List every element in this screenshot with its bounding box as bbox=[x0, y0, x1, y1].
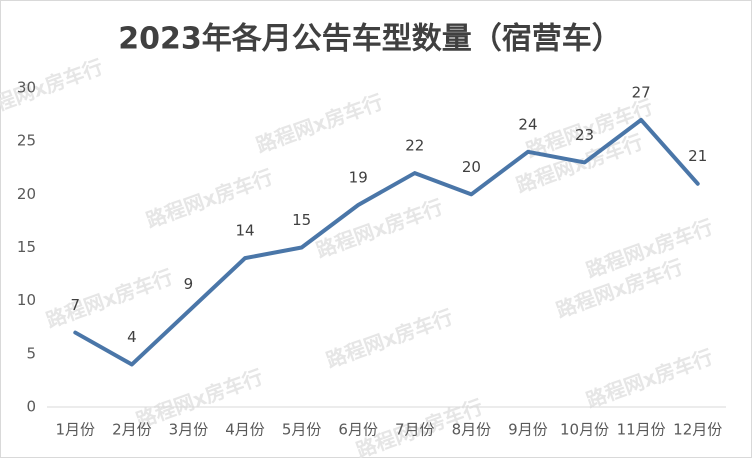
x-tick-label: 3月份 bbox=[169, 421, 209, 439]
y-tick-label: 10 bbox=[17, 291, 36, 309]
x-tick-label: 2月份 bbox=[112, 421, 152, 439]
x-tick-label: 6月份 bbox=[338, 421, 378, 439]
data-label: 20 bbox=[462, 158, 481, 176]
data-label: 9 bbox=[184, 275, 194, 293]
x-tick-label: 1月份 bbox=[56, 421, 96, 439]
data-label: 14 bbox=[235, 222, 254, 240]
data-label: 27 bbox=[632, 83, 651, 101]
data-label: 23 bbox=[575, 126, 594, 144]
x-tick-label: 4月份 bbox=[225, 421, 265, 439]
y-tick-label: 0 bbox=[26, 398, 36, 416]
x-tick-label: 12月份 bbox=[673, 421, 722, 439]
chart-title: 2023年各月公告车型数量（宿营车） bbox=[118, 22, 622, 57]
data-label: 4 bbox=[127, 328, 137, 346]
y-tick-label: 25 bbox=[17, 132, 36, 150]
y-tick-label: 30 bbox=[17, 79, 36, 97]
data-label: 15 bbox=[292, 211, 311, 229]
data-line bbox=[73, 117, 700, 367]
x-tick-label: 11月份 bbox=[617, 421, 666, 439]
data-label: 7 bbox=[71, 296, 81, 314]
x-tick-label: 8月份 bbox=[452, 421, 492, 439]
x-tick-label: 7月份 bbox=[395, 421, 435, 439]
data-label: 22 bbox=[405, 137, 424, 155]
y-tick-label: 20 bbox=[17, 185, 36, 203]
x-tick-label: 5月份 bbox=[282, 421, 322, 439]
x-tick-label: 10月份 bbox=[560, 421, 609, 439]
data-label: 21 bbox=[688, 147, 707, 165]
y-tick-label: 15 bbox=[17, 238, 36, 256]
x-tick-label: 9月份 bbox=[508, 421, 548, 439]
data-label: 19 bbox=[349, 168, 368, 186]
data-label: 24 bbox=[518, 115, 537, 133]
y-tick-label: 5 bbox=[26, 344, 36, 362]
